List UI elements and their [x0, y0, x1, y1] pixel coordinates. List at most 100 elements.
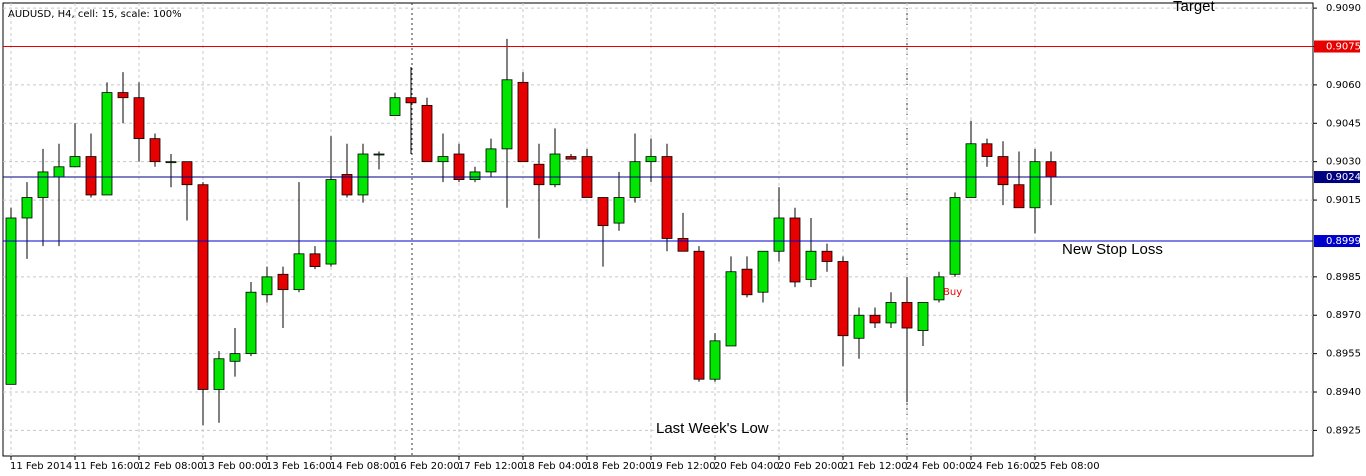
- candle-body: [437, 156, 449, 163]
- y-tick-label: 0.9060: [1326, 80, 1361, 91]
- x-tick-label: 18 Feb 20:00: [586, 461, 652, 472]
- candle-body: [101, 92, 113, 196]
- candle-body: [293, 253, 305, 291]
- y-tick-label: 0.8955: [1326, 349, 1361, 360]
- candle-body: [373, 153, 385, 156]
- candle-body: [37, 171, 49, 198]
- price-label: 0.9075: [1326, 42, 1361, 53]
- candle-body: [693, 250, 705, 380]
- y-tick-label: 0.9030: [1326, 157, 1361, 168]
- y-tick-label: 0.8925: [1326, 425, 1361, 436]
- candle-body: [453, 153, 465, 180]
- candle-body: [357, 153, 369, 196]
- x-tick-label: 16 Feb 20:00: [394, 461, 460, 472]
- price-label-box: [1314, 235, 1360, 248]
- candle-body: [677, 238, 689, 252]
- candle-body: [661, 156, 673, 239]
- x-tick-label: 18 Feb 04:00: [522, 461, 588, 472]
- x-tick-label: 25 Feb 08:00: [1034, 461, 1100, 472]
- candle-body: [629, 161, 641, 198]
- y-tick-label: 0.9045: [1326, 118, 1361, 129]
- candle-body: [165, 161, 177, 164]
- candle-body: [325, 179, 337, 265]
- candle-body: [741, 268, 753, 296]
- price-label-box: [1314, 40, 1360, 53]
- candle-body: [1029, 161, 1041, 209]
- annotation: New Stop Loss: [1062, 241, 1163, 258]
- x-tick-label: 13 Feb 00:00: [202, 461, 268, 472]
- candle-body: [949, 197, 961, 275]
- candle-body: [821, 250, 833, 262]
- x-tick-label: 24 Feb 00:00: [906, 461, 972, 472]
- x-tick-label: 20 Feb 20:00: [778, 461, 844, 472]
- candle-body: [341, 174, 353, 196]
- price-label: 0.9024: [1326, 172, 1361, 183]
- candle-body: [133, 97, 145, 140]
- annotation: Buy: [943, 287, 962, 298]
- x-tick-label: 13 Feb 16:00: [266, 461, 332, 472]
- candle-body: [245, 291, 257, 355]
- candle-body: [965, 143, 977, 198]
- candle-body: [197, 184, 209, 390]
- candle-body: [853, 314, 865, 339]
- candle-body: [229, 353, 241, 362]
- candle-body: [805, 250, 817, 280]
- x-tick-label: 11 Feb 2014: [10, 461, 72, 472]
- candle-body: [725, 271, 737, 347]
- candle-body: [837, 261, 849, 337]
- annotation: Last Week's Low: [656, 420, 769, 437]
- candle-body: [645, 156, 657, 163]
- candle-body: [565, 156, 577, 160]
- y-tick-label: 0.9090: [1326, 3, 1361, 14]
- x-tick-label: 21 Feb 12:00: [842, 461, 908, 472]
- x-tick-label: 11 Feb 16:00: [74, 461, 140, 472]
- candle-body: [597, 197, 609, 227]
- candle-body: [277, 273, 289, 291]
- candle-body: [69, 156, 81, 168]
- candle-body: [117, 92, 129, 99]
- candle-body: [1045, 161, 1057, 178]
- x-tick-label: 12 Feb 08:00: [138, 461, 204, 472]
- candle-body: [885, 302, 897, 324]
- candle-body: [405, 97, 417, 104]
- candle-body: [21, 197, 33, 219]
- candle-body: [485, 148, 497, 173]
- candle-body: [149, 138, 161, 163]
- x-tick-label: 14 Feb 08:00: [330, 461, 396, 472]
- candle-body: [789, 217, 801, 283]
- y-tick-label: 0.8970: [1326, 310, 1361, 321]
- x-tick-label: 20 Feb 04:00: [714, 461, 780, 472]
- candle-body: [549, 153, 561, 186]
- x-tick-label: 17 Feb 12:00: [458, 461, 524, 472]
- candle-body: [773, 217, 785, 252]
- candle-body: [213, 358, 225, 390]
- candle-body: [1013, 184, 1025, 209]
- candle-body: [613, 197, 625, 224]
- candle-body: [309, 253, 321, 268]
- candle-body: [981, 143, 993, 157]
- candle-body: [709, 340, 721, 380]
- price-label: 0.8999: [1326, 236, 1361, 247]
- chart-title: AUDUSD, H4, cell: 15, scale: 100%: [8, 9, 182, 20]
- candle-body: [869, 314, 881, 324]
- annotation: Target: [1173, 0, 1216, 15]
- x-tick-label: 24 Feb 16:00: [970, 461, 1036, 472]
- candle-body: [997, 156, 1009, 186]
- candle-body: [901, 302, 913, 329]
- candle-body: [181, 161, 193, 186]
- candle-body: [53, 166, 65, 178]
- candle-body: [501, 79, 513, 150]
- y-tick-label: 0.8985: [1326, 272, 1361, 283]
- price-label-box: [1314, 171, 1360, 184]
- candle-body: [5, 217, 17, 385]
- x-tick-label: 19 Feb 12:00: [650, 461, 716, 472]
- candle-body: [421, 104, 433, 163]
- candle-body: [517, 81, 529, 163]
- candle-body: [85, 156, 97, 196]
- candle-body: [757, 250, 769, 293]
- y-tick-label: 0.8940: [1326, 387, 1361, 398]
- candle-body: [917, 302, 929, 331]
- candle-body: [389, 97, 401, 117]
- candle-body: [261, 276, 273, 296]
